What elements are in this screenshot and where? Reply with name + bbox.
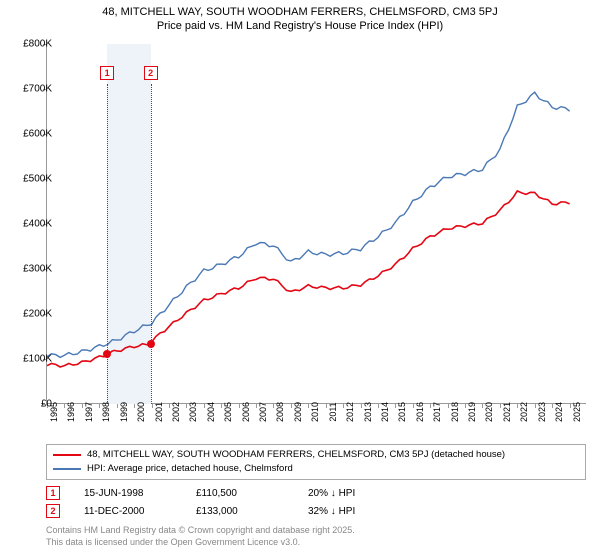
xtick-label: 2000: [136, 402, 146, 422]
xtick-line: [378, 404, 379, 408]
legend-swatch-hpi: [53, 468, 81, 470]
sales-date: 15-JUN-1998: [84, 488, 172, 499]
xtick-line: [361, 404, 362, 408]
xtick-label: 1995: [49, 402, 59, 422]
chart-area: 12: [46, 44, 586, 404]
xtick-label: 2025: [572, 402, 582, 422]
xtick-line: [82, 404, 83, 408]
xtick-label: 2024: [554, 402, 564, 422]
sales-marker: 2: [46, 504, 60, 518]
xtick-label: 2023: [537, 402, 547, 422]
ytick-label: £400K: [23, 219, 52, 230]
xtick-label: 1997: [84, 402, 94, 422]
legend-row-property: 48, MITCHELL WAY, SOUTH WOODHAM FERRERS,…: [53, 448, 579, 462]
xtick-label: 2002: [171, 402, 181, 422]
ytick-label: £200K: [23, 309, 52, 320]
xtick-label: 2011: [328, 402, 338, 421]
sales-date: 11-DEC-2000: [84, 506, 172, 517]
marker-box-1: 1: [100, 66, 114, 80]
xtick-line: [152, 404, 153, 408]
sales-table: 1 15-JUN-1998 £110,500 20% ↓ HPI 2 11-DEC-200…: [46, 484, 586, 520]
xtick-label: 2008: [275, 402, 285, 422]
sales-row: 1 15-JUN-1998 £110,500 20% ↓ HPI: [46, 484, 586, 502]
legend: 48, MITCHELL WAY, SOUTH WOODHAM FERRERS,…: [46, 444, 586, 480]
xtick-label: 2010: [310, 402, 320, 422]
xtick-label: 2015: [397, 402, 407, 422]
sales-pct: 32% ↓ HPI: [308, 506, 396, 517]
sale-dot-2: [147, 340, 155, 348]
legend-row-hpi: HPI: Average price, detached house, Chel…: [53, 462, 579, 476]
sales-row: 2 11-DEC-2000 £133,000 32% ↓ HPI: [46, 502, 586, 520]
xtick-line: [448, 404, 449, 408]
footer-line-1: Contains HM Land Registry data © Crown c…: [46, 524, 355, 536]
xtick-line: [117, 404, 118, 408]
xtick-line: [570, 404, 571, 408]
ytick-label: £300K: [23, 264, 52, 275]
xtick-line: [535, 404, 536, 408]
xtick-label: 2014: [380, 402, 390, 422]
legend-label-property: 48, MITCHELL WAY, SOUTH WOODHAM FERRERS,…: [87, 448, 505, 462]
marker-line-2: [151, 84, 152, 404]
plot-region: 12: [46, 44, 586, 404]
chart-container: 48, MITCHELL WAY, SOUTH WOODHAM FERRERS,…: [0, 0, 600, 560]
legend-label-hpi: HPI: Average price, detached house, Chel…: [87, 462, 293, 476]
xtick-label: 2018: [450, 402, 460, 422]
ytick-label: £600K: [23, 129, 52, 140]
plot-svg: [47, 44, 587, 404]
sales-pct: 20% ↓ HPI: [308, 488, 396, 499]
sales-price: £133,000: [196, 506, 284, 517]
xtick-label: 2007: [258, 402, 268, 422]
legend-swatch-property: [53, 454, 81, 456]
xtick-line: [413, 404, 414, 408]
series-line-hpi: [47, 92, 570, 357]
xtick-line: [134, 404, 135, 408]
xtick-label: 2012: [345, 402, 355, 422]
xtick-label: 2017: [432, 402, 442, 422]
ytick-label: £500K: [23, 174, 52, 185]
footer: Contains HM Land Registry data © Crown c…: [46, 524, 355, 548]
xtick-label: 2001: [154, 402, 164, 422]
xtick-line: [326, 404, 327, 408]
xtick-label: 2006: [241, 402, 251, 422]
xtick-line: [204, 404, 205, 408]
xtick-line: [256, 404, 257, 408]
xtick-line: [552, 404, 553, 408]
xtick-line: [465, 404, 466, 408]
footer-line-2: This data is licensed under the Open Gov…: [46, 536, 355, 548]
ytick-label: £700K: [23, 84, 52, 95]
chart-subtitle: Price paid vs. HM Land Registry's House …: [0, 18, 600, 36]
xtick-label: 2004: [206, 402, 216, 422]
marker-box-2: 2: [144, 66, 158, 80]
series-line-property: [47, 191, 570, 367]
chart-title: 48, MITCHELL WAY, SOUTH WOODHAM FERRERS,…: [0, 0, 600, 18]
sale-dot-1: [103, 350, 111, 358]
xtick-line: [291, 404, 292, 408]
xtick-label: 2022: [519, 402, 529, 422]
xtick-label: 1999: [119, 402, 129, 422]
xtick-label: 2003: [188, 402, 198, 422]
ytick-label: £100K: [23, 354, 52, 365]
xtick-line: [343, 404, 344, 408]
xtick-label: 1996: [66, 402, 76, 422]
ytick-label: £800K: [23, 39, 52, 50]
sales-price: £110,500: [196, 488, 284, 499]
sales-marker: 1: [46, 486, 60, 500]
xtick-line: [169, 404, 170, 408]
xtick-label: 2005: [223, 402, 233, 422]
xtick-label: 2021: [502, 402, 512, 422]
xtick-label: 2013: [363, 402, 373, 422]
xtick-line: [500, 404, 501, 408]
xtick-label: 2009: [293, 402, 303, 422]
xtick-label: 1998: [101, 402, 111, 422]
xtick-label: 2019: [467, 402, 477, 422]
xtick-line: [239, 404, 240, 408]
xtick-label: 2020: [484, 402, 494, 422]
xtick-label: 2016: [415, 402, 425, 422]
